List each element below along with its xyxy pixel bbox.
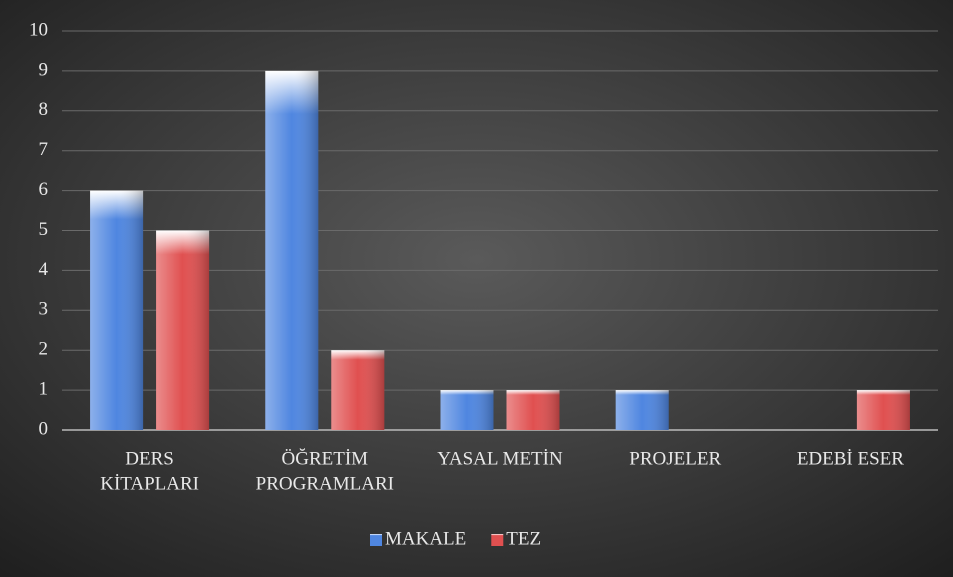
y-tick-label: 7 [39,139,49,160]
bar-group [856,390,910,430]
y-tick-label: 10 [29,19,48,40]
bar-group [506,390,560,430]
y-tick-label: 1 [39,378,49,399]
x-tick-label: ÖĞRETİM [282,447,369,469]
bar-group [156,230,210,430]
bar-group [331,350,385,430]
bar-shade [265,70,319,431]
bar-shade [440,390,494,430]
bar-shade [156,230,210,430]
bar-group [615,390,669,430]
x-tick-label: DERS [125,448,174,469]
y-tick-label: 0 [39,418,49,439]
bar-group [440,390,494,430]
legend-swatch [370,534,382,546]
bar-shade [90,190,144,430]
y-tick-label: 5 [39,219,49,240]
x-tick-label: PROGRAMLARI [256,473,394,494]
bar-group [265,70,319,431]
x-tick-label: EDEBİ ESER [797,448,904,469]
y-tick-label: 2 [39,339,49,360]
legend-swatch [491,534,504,546]
legend-label: TEZ [506,528,541,549]
y-tick-label: 4 [39,259,49,280]
bar-shade [856,390,910,430]
y-tick-label: 9 [39,59,49,80]
bar-shade [331,350,385,430]
legend-label: MAKALE [385,528,466,549]
y-tick-label: 6 [39,179,49,200]
x-tick-label: PROJELER [629,448,721,469]
bar-group [90,190,144,430]
y-tick-label: 3 [39,299,49,320]
y-tick-label: 8 [39,99,49,120]
x-tick-label: KİTAPLARI [100,473,199,494]
x-tick-label: YASAL METİN [437,448,563,469]
bar-shade [615,390,669,430]
bar-shade [506,390,560,430]
